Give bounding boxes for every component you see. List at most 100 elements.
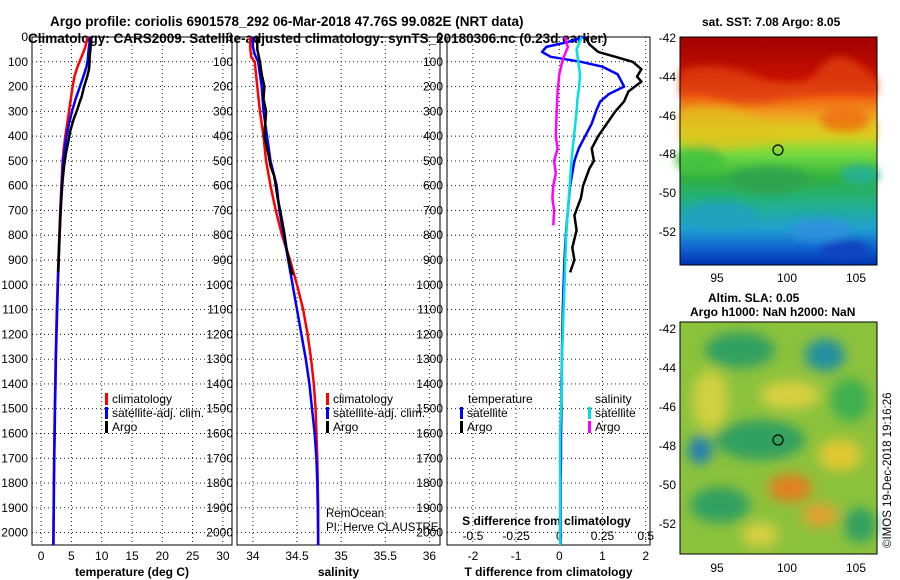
x-tick-label: 2: [642, 549, 649, 563]
x-tick-label: 34: [246, 549, 260, 563]
depth-tick-label: 1200: [206, 327, 233, 341]
tick-label: -48: [659, 147, 677, 161]
legend-label: climatology: [112, 392, 172, 406]
depth-tick-label: 500: [213, 154, 233, 168]
top-tick-label: 0.5: [637, 529, 654, 543]
tick-label: -46: [659, 400, 677, 414]
tick-label: -52: [659, 517, 677, 531]
legend-swatch-argo: [105, 421, 108, 433]
credit-line-2: PI: Herve CLAUSTRE: [326, 522, 439, 534]
tick-label: 95: [710, 271, 724, 285]
legend-swatch-s-argo: [588, 421, 591, 433]
x-axis-label: temperature (deg C): [75, 565, 189, 579]
difference-profile-panel: -2 -1 0 1 2 0 100 200 300 400 500 600 700 800 900 1000 1…: [416, 30, 654, 579]
series-line-argo: [256, 37, 294, 276]
series-line-temperature-argo: [568, 36, 643, 273]
depth-tick-label: 1200: [1, 327, 28, 341]
imos-watermark: ©IMOS 19-Dec-2018 19:16:26: [882, 392, 894, 548]
depth-tick-label: 900: [8, 253, 28, 267]
depth-tick-label: 600: [423, 179, 443, 193]
legend-swatch-climatology: [326, 393, 329, 405]
tick-label: 100: [777, 271, 797, 285]
depth-tick-label: 1100: [417, 303, 443, 317]
depth-tick-label: 1400: [416, 377, 443, 391]
sst-x-ticks: 95 100 105: [710, 271, 866, 285]
difference-panel-legend: temperature satellite Argo salinity sate…: [460, 392, 636, 434]
depth-tick-label: 2000: [1, 526, 28, 540]
series-line-salinity-satellite: [558, 36, 583, 545]
tick-label: -42: [659, 322, 677, 336]
sst-map: -42 -44 -46 -48 -50 -52 95 100 105: [659, 31, 880, 285]
depth-tick-label: 1400: [1, 377, 28, 391]
tick-label: 105: [846, 561, 866, 575]
top-tick-label: 0.25: [591, 529, 615, 543]
tick-label: -52: [659, 225, 677, 239]
series-line-satellite-adj-clim-: [52, 36, 92, 546]
depth-tick-label: 2000: [416, 526, 443, 540]
x-tick-label: 5: [68, 549, 75, 563]
x-tick-label: 0: [556, 549, 563, 563]
depth-tick-label: 1900: [206, 501, 233, 515]
legend-swatch-argo: [326, 421, 329, 433]
sst-texture: [675, 56, 880, 260]
legend-swatch-climatology: [105, 393, 108, 405]
depth-tick-label: 800: [423, 228, 443, 242]
x-tick-label: 30: [216, 549, 230, 563]
temperature-panel-legend: climatology satellite-adj. clim. Argo: [105, 392, 204, 434]
depth-tick-label: 600: [8, 179, 28, 193]
depth-tick-label: 1700: [1, 451, 28, 465]
x-tick-label: 25: [186, 549, 200, 563]
sla-x-ticks: 95 100 105: [710, 561, 866, 575]
salinity-panel-legend: climatology satellite-adj. clim. Argo: [326, 392, 425, 434]
depth-tick-label: 700: [8, 203, 28, 217]
depth-tick-label: 1300: [206, 352, 233, 366]
tick-label: -50: [659, 478, 677, 492]
depth-tick-label: 1300: [416, 352, 443, 366]
depth-tick-label: 0: [21, 30, 28, 44]
depth-tick-label: 200: [423, 80, 443, 94]
depth-tick-label: 300: [8, 104, 28, 118]
sst-map-label: sat. SST: 7.08 Argo: 8.05: [702, 15, 841, 29]
tick-label: 100: [777, 561, 797, 575]
x-tick-label: 20: [156, 549, 170, 563]
credit-line-1: RemOcean: [326, 508, 384, 520]
depth-tick-label: 400: [8, 129, 28, 143]
temperature-profile-panel: 0 5 10 15 20 25 300100200300400500600700800900…: [1, 30, 233, 579]
depth-tick-label: 600: [213, 179, 233, 193]
depth-tick-label: 1900: [1, 501, 28, 515]
sla-y-ticks: -42 -44 -46 -48 -50 -52: [659, 322, 677, 531]
argo-location-marker: [772, 144, 784, 156]
argo-location-marker: [772, 434, 784, 446]
depth-tick-label: 1100: [207, 303, 233, 317]
title-line-1: Argo profile: coriolis 6901578_292 06-Ma…: [50, 14, 523, 29]
sst-map-frame: [679, 36, 878, 266]
depth-tick-label: 800: [213, 228, 233, 242]
depth-tick-label: 0: [436, 30, 443, 44]
tick-label: 95: [710, 561, 724, 575]
x-tick-label: 35.5: [374, 549, 398, 563]
sla-map-sublabel: Argo h1000: NaN h2000: NaN: [690, 305, 855, 319]
depth-tick-label: 1600: [1, 426, 28, 440]
series-line-climatology: [248, 37, 320, 545]
depth-tick-label: 1300: [1, 352, 28, 366]
top-axis-label: S difference from climatology: [462, 514, 631, 528]
tick-label: -48: [659, 439, 677, 453]
sla-map-frame: [679, 321, 878, 555]
depth-tick-label: 400: [213, 129, 233, 143]
x-axis-label: T difference from climatology: [464, 565, 632, 579]
depth-tick-label: 1000: [1, 278, 28, 292]
legend-label: Argo: [333, 420, 359, 434]
legend-label: climatology: [333, 392, 393, 406]
top-tick-label: -0.25: [502, 529, 530, 543]
series-line-argo: [56, 36, 93, 273]
depth-tick-label: 1900: [416, 501, 443, 515]
sla-texture: [688, 332, 876, 547]
depth-tick-label: 900: [423, 253, 443, 267]
depth-tick-label: 1500: [416, 402, 443, 416]
depth-tick-label: 100: [423, 55, 443, 69]
x-tick-label: 0: [38, 549, 45, 563]
depth-tick-label: 200: [8, 80, 28, 94]
sst-y-ticks: -42 -44 -46 -48 -50 -52: [659, 31, 677, 239]
tick-label: -50: [659, 186, 677, 200]
